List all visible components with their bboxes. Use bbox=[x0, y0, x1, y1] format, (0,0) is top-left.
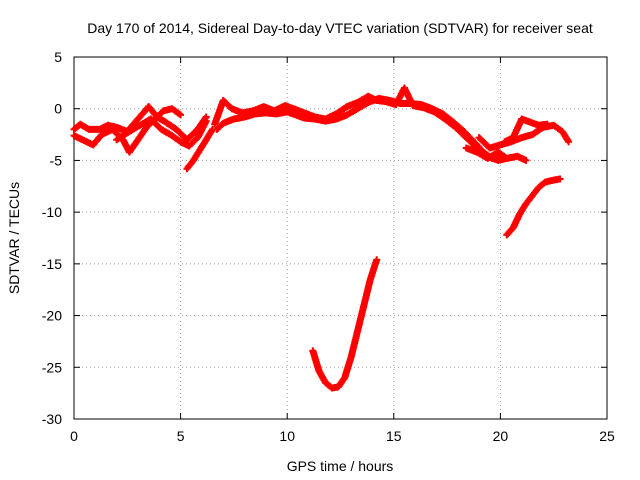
series-trace bbox=[184, 127, 216, 171]
data-series bbox=[70, 84, 573, 392]
x-tick-label: 5 bbox=[177, 428, 185, 444]
axis-ticks: 0 5 10 15 20 25 5 0 -5 -10 -15 -20 -25 -30 bbox=[42, 49, 615, 444]
y-tick-label: -5 bbox=[50, 152, 63, 168]
series-arc-h bbox=[462, 144, 530, 164]
y-tick-label: -15 bbox=[42, 256, 62, 272]
y-tick-label: 5 bbox=[54, 49, 62, 65]
series-arc-j bbox=[503, 175, 564, 239]
y-tick-label: 0 bbox=[54, 101, 62, 117]
x-tick-label: 15 bbox=[386, 428, 402, 444]
series-trace bbox=[464, 145, 529, 164]
series-trace bbox=[211, 86, 509, 164]
x-tick-label: 20 bbox=[493, 428, 509, 444]
series-trace bbox=[502, 116, 550, 145]
series-arc-b bbox=[70, 105, 185, 156]
series-arc-g bbox=[475, 121, 573, 152]
chart-title: Day 170 of 2014, Sidereal Day-to-day VTE… bbox=[87, 20, 593, 36]
series-trace bbox=[114, 116, 209, 149]
y-axis-title: SDTVAR / TECUs bbox=[6, 182, 22, 294]
x-tick-label: 0 bbox=[70, 428, 78, 444]
y-tick-label: -10 bbox=[42, 204, 62, 220]
x-tick-label: 25 bbox=[599, 428, 615, 444]
series-arc-i bbox=[501, 115, 551, 146]
y-tick-label: -20 bbox=[42, 308, 62, 324]
x-axis-title: GPS time / hours bbox=[287, 458, 394, 474]
series-arc-f bbox=[211, 84, 511, 164]
x-tick-label: 10 bbox=[279, 428, 295, 444]
series-trace bbox=[476, 122, 572, 152]
plot-frame bbox=[73, 56, 608, 420]
y-tick-label: -25 bbox=[42, 359, 62, 375]
series-arc-c bbox=[113, 115, 210, 150]
series-arc-k bbox=[309, 256, 381, 392]
series-trace bbox=[309, 257, 380, 392]
series-trace bbox=[504, 175, 562, 238]
y-tick-label: -30 bbox=[42, 411, 62, 427]
